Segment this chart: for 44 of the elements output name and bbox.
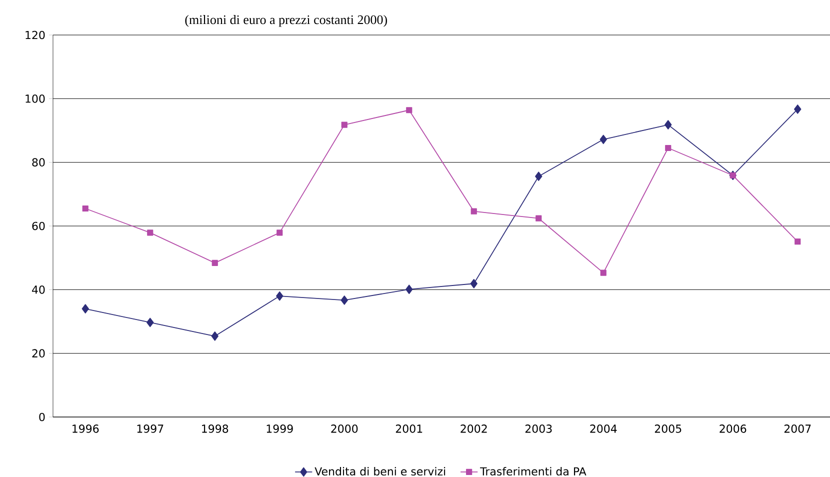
x-tick-label: 1999 <box>266 424 293 433</box>
point <box>664 120 672 130</box>
y-tick-label: 20 <box>32 349 45 358</box>
point <box>665 144 672 152</box>
x-tick-label: 1996 <box>72 424 99 433</box>
x-tick-label: 2005 <box>654 424 682 433</box>
point <box>146 318 154 328</box>
legend-label: Vendita di beni e servizi <box>314 467 446 476</box>
y-tick-label: 80 <box>32 158 45 166</box>
point <box>276 230 283 236</box>
point <box>794 104 802 114</box>
x-tick-label: 2007 <box>784 424 811 433</box>
point <box>470 208 477 214</box>
point <box>341 122 348 128</box>
x-tick-label: 2000 <box>331 424 358 433</box>
y-tick-label: 100 <box>26 94 45 103</box>
x-tick-label: 2001 <box>396 424 422 433</box>
point <box>406 107 412 114</box>
x-tick-label: 1997 <box>137 424 164 433</box>
chart-title: (milioni di euro a prezzi costanti 2000) <box>185 15 388 27</box>
point <box>470 278 478 288</box>
x-tick-label: 1998 <box>202 424 228 433</box>
point <box>212 260 218 266</box>
point <box>82 304 89 314</box>
point <box>600 134 607 144</box>
x-tick-label: 2003 <box>525 424 552 433</box>
y-tick-label: 120 <box>26 30 45 40</box>
point <box>535 172 542 181</box>
point <box>406 284 413 294</box>
x-tick-label: 2004 <box>590 424 617 433</box>
point <box>536 215 542 222</box>
point <box>276 291 284 301</box>
x-tick-label: 2002 <box>460 424 487 433</box>
x-tick-label: 2006 <box>720 424 746 433</box>
legend-label: Trasferimenti da PA <box>480 467 586 476</box>
y-tick-label: 0 <box>39 412 45 422</box>
y-tick-label: 40 <box>32 286 45 294</box>
point <box>600 270 606 276</box>
point <box>340 296 348 305</box>
y-tick-label: 60 <box>32 222 45 230</box>
point <box>794 238 801 245</box>
point <box>211 331 218 341</box>
point <box>82 205 88 212</box>
point <box>147 230 154 236</box>
